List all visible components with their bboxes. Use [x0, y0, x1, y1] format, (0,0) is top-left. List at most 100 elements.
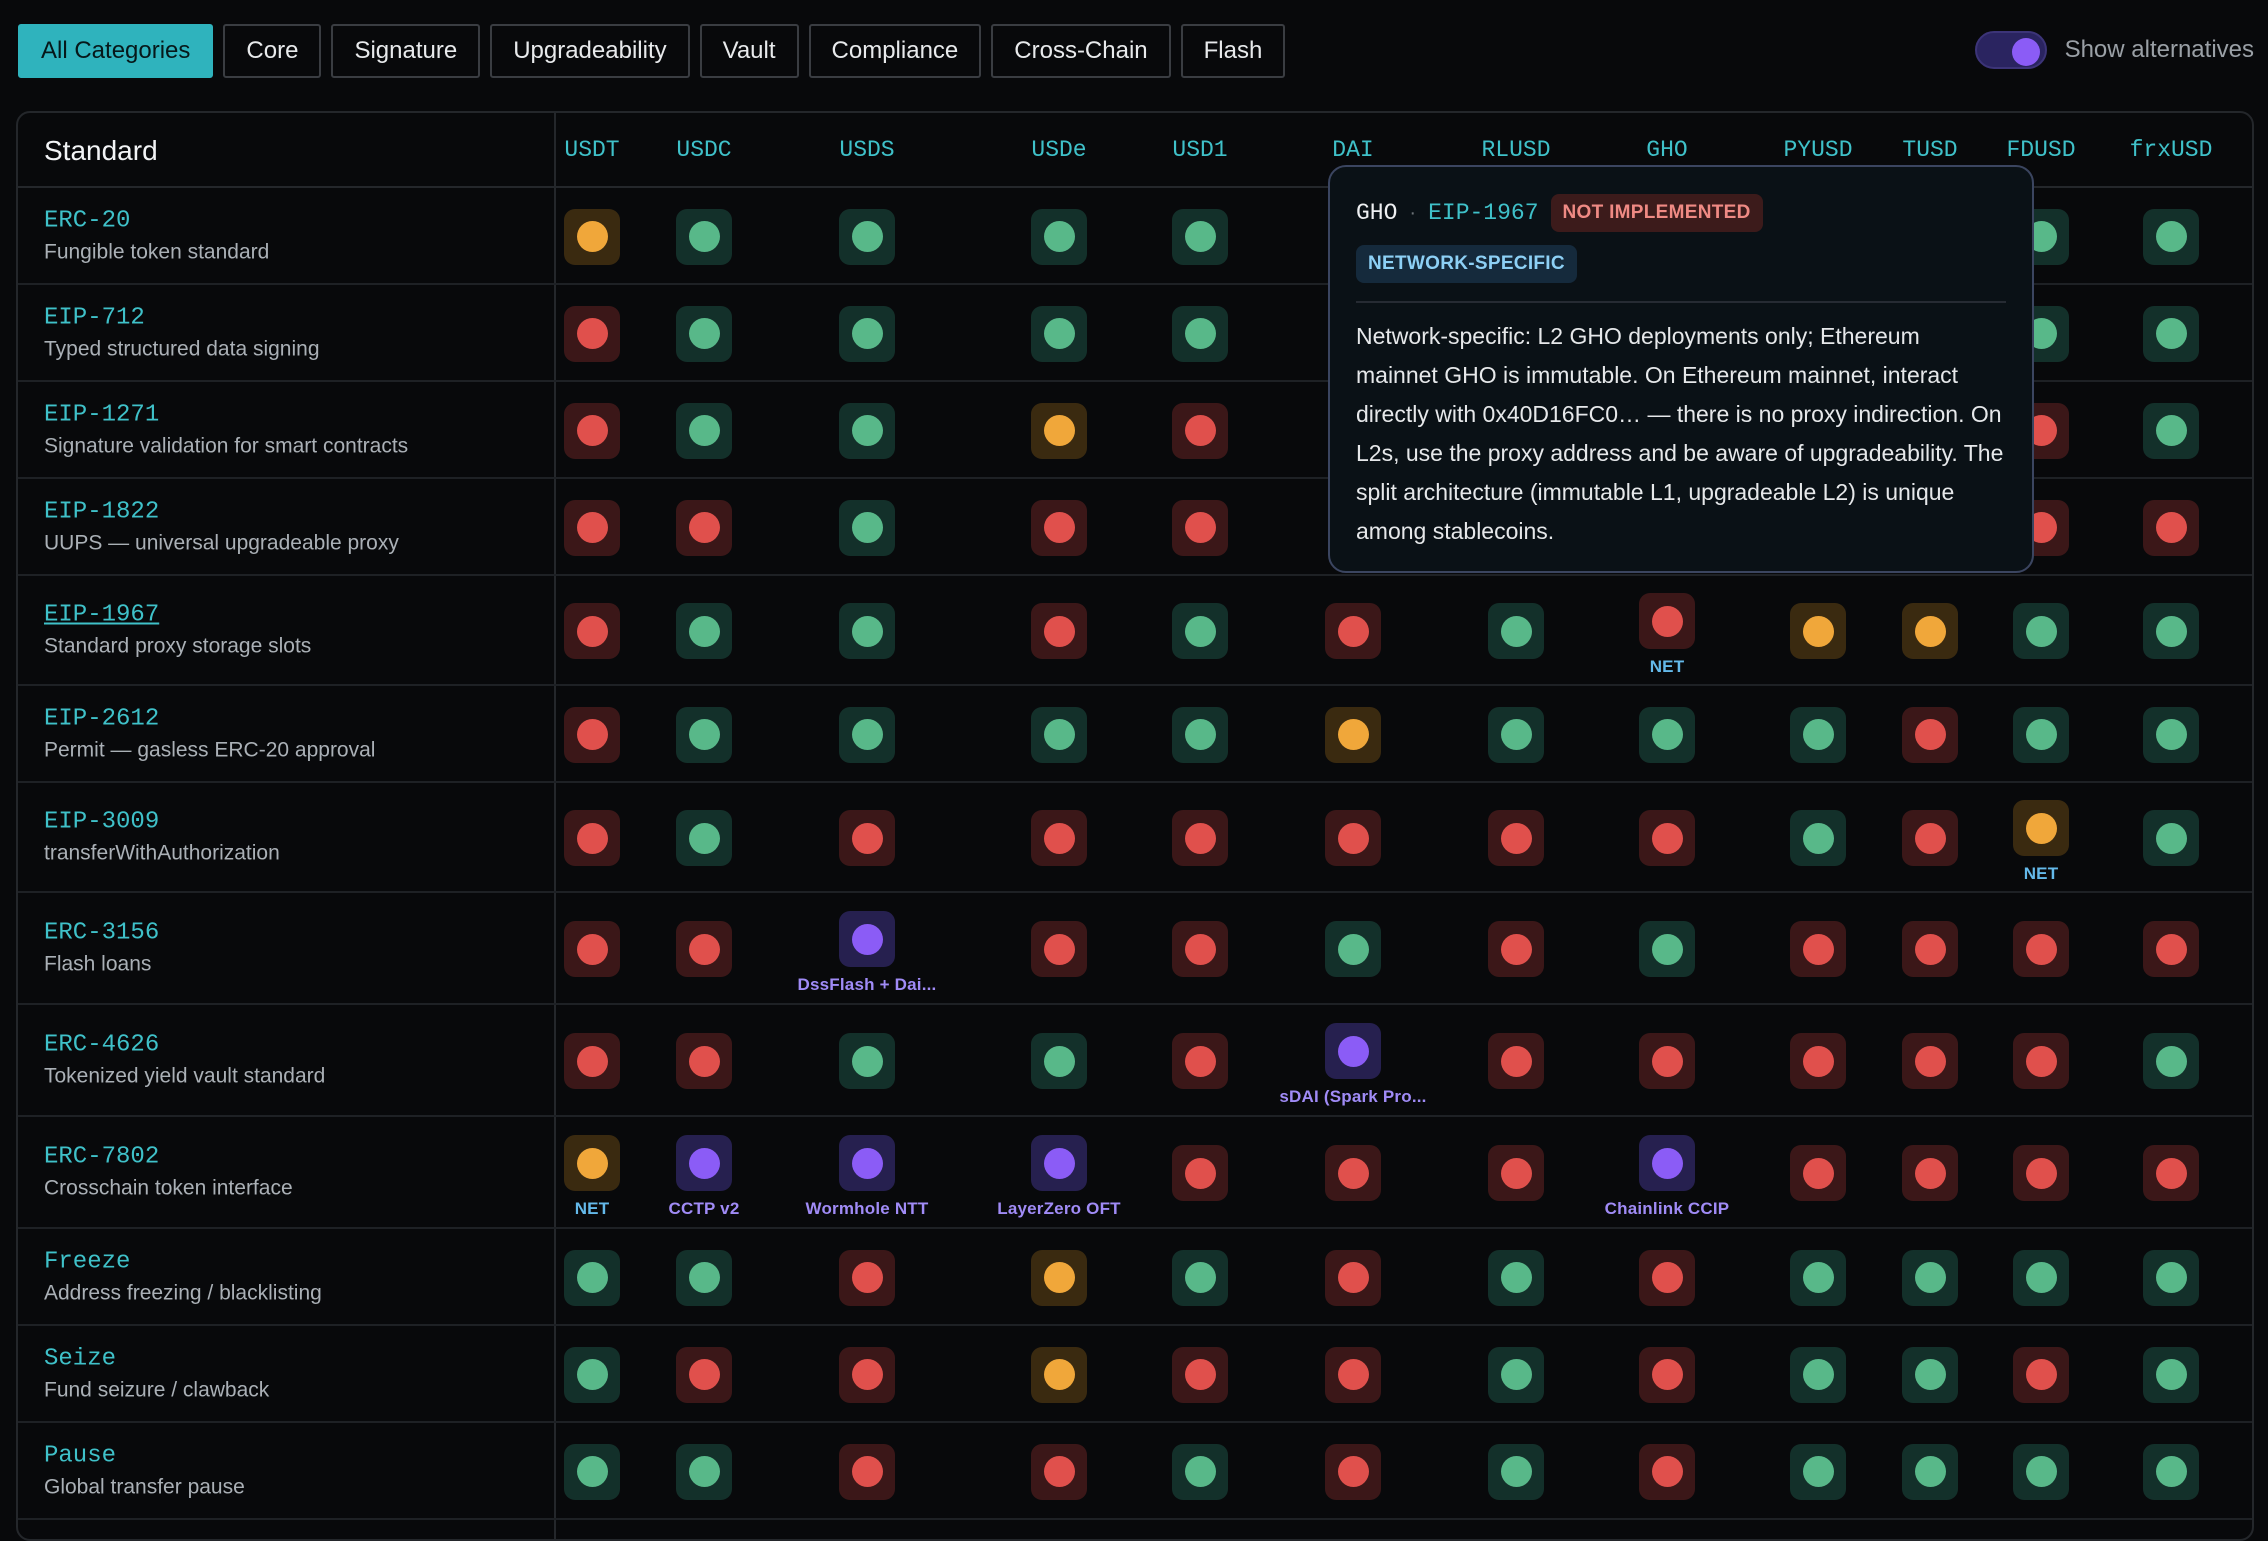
status-cell-usde[interactable]: [1031, 921, 1087, 977]
status-cell-dai[interactable]: [1325, 810, 1381, 866]
status-cell-usdc[interactable]: [676, 1346, 732, 1403]
column-header-pyusd[interactable]: PYUSD: [1783, 137, 1853, 163]
status-cell-dai[interactable]: [1325, 1443, 1381, 1500]
status-cell-tusd[interactable]: [1902, 921, 1958, 977]
status-cell-usds[interactable]: [839, 603, 895, 659]
status-cell-dai[interactable]: [1325, 921, 1381, 977]
column-header-usde[interactable]: USDe: [1031, 137, 1087, 163]
status-cell-rlusd[interactable]: [1488, 1145, 1544, 1201]
status-cell-usd1[interactable]: [1172, 1249, 1228, 1306]
status-cell-tusd[interactable]: [1902, 1145, 1958, 1201]
status-cell-tusd[interactable]: [1902, 1033, 1958, 1089]
status-cell-usde[interactable]: [1031, 1443, 1087, 1500]
status-cell-usd1[interactable]: [1172, 810, 1228, 866]
status-cell-gho[interactable]: [1639, 1346, 1695, 1403]
standard-name-link[interactable]: Pause: [44, 1442, 117, 1469]
status-cell-usds[interactable]: [839, 1249, 895, 1306]
column-header-usdc[interactable]: USDC: [676, 137, 732, 163]
filter-chip-compliance[interactable]: Compliance: [808, 24, 982, 78]
status-cell-usdt[interactable]: NET: [564, 1135, 620, 1218]
column-header-gho[interactable]: GHO: [1646, 137, 1688, 163]
status-cell-rlusd[interactable]: [1488, 810, 1544, 866]
status-cell-gho[interactable]: [1639, 706, 1695, 763]
standard-name-link[interactable]: ERC-4626: [44, 1031, 160, 1059]
status-cell-frxusd[interactable]: [2143, 402, 2199, 459]
status-cell-tusd[interactable]: [1902, 1443, 1958, 1500]
status-cell-usde[interactable]: LayerZero OFT: [997, 1135, 1121, 1218]
standard-name-link[interactable]: ERC-3156: [44, 919, 160, 947]
status-cell-usde[interactable]: [1031, 810, 1087, 866]
status-cell-frxusd[interactable]: [2143, 1443, 2199, 1500]
column-header-tusd[interactable]: TUSD: [1902, 137, 1958, 163]
status-cell-pyusd[interactable]: [1790, 603, 1846, 659]
filter-chip-upgradeability[interactable]: Upgradeability: [490, 24, 690, 78]
status-cell-usds[interactable]: Wormhole NTT: [806, 1135, 928, 1218]
status-cell-dai[interactable]: [1325, 1145, 1381, 1201]
status-cell-usdt[interactable]: [564, 402, 620, 459]
status-cell-usdc[interactable]: [676, 810, 732, 866]
column-header-frxusd[interactable]: frxUSD: [2129, 137, 2213, 163]
status-cell-usdt[interactable]: [564, 921, 620, 977]
status-cell-usds[interactable]: [839, 810, 895, 866]
status-cell-usdc[interactable]: [676, 402, 732, 459]
status-cell-usds[interactable]: [839, 706, 895, 763]
status-cell-usds[interactable]: [839, 499, 895, 556]
status-cell-tusd[interactable]: [1902, 1249, 1958, 1306]
status-cell-dai[interactable]: [1325, 1249, 1381, 1306]
status-cell-gho[interactable]: [1639, 1249, 1695, 1306]
status-cell-usdt[interactable]: [564, 1443, 620, 1500]
status-cell-usdc[interactable]: [676, 706, 732, 763]
status-cell-tusd[interactable]: [1902, 603, 1958, 659]
status-cell-tusd[interactable]: [1902, 706, 1958, 763]
status-cell-usdt[interactable]: [564, 706, 620, 763]
status-cell-usde[interactable]: [1031, 603, 1087, 659]
status-cell-pyusd[interactable]: [1790, 1033, 1846, 1089]
status-cell-pyusd[interactable]: [1790, 1145, 1846, 1201]
status-cell-usd1[interactable]: [1172, 603, 1228, 659]
status-cell-gho[interactable]: [1639, 921, 1695, 977]
status-cell-fdusd[interactable]: [2013, 1443, 2069, 1500]
status-cell-usdt[interactable]: [564, 1249, 620, 1306]
status-cell-pyusd[interactable]: [1790, 1443, 1846, 1500]
status-cell-usd1[interactable]: [1172, 402, 1228, 459]
status-cell-rlusd[interactable]: [1488, 1249, 1544, 1306]
status-cell-frxusd[interactable]: [2143, 810, 2199, 866]
status-cell-usdc[interactable]: [676, 208, 732, 265]
status-cell-frxusd[interactable]: [2143, 1249, 2199, 1306]
column-header-rlusd[interactable]: RLUSD: [1481, 137, 1551, 163]
status-cell-usdt[interactable]: [564, 603, 620, 659]
status-cell-usdt[interactable]: [564, 1346, 620, 1403]
status-cell-usd1[interactable]: [1172, 1443, 1228, 1500]
column-header-fdusd[interactable]: FDUSD: [2006, 137, 2076, 163]
status-cell-usds[interactable]: DssFlash + Dai...: [798, 911, 936, 994]
status-cell-usdc[interactable]: [676, 1033, 732, 1089]
status-cell-usde[interactable]: [1031, 499, 1087, 556]
standard-name-link[interactable]: EIP-1967: [44, 601, 160, 629]
status-cell-usd1[interactable]: [1172, 1346, 1228, 1403]
status-cell-usde[interactable]: [1031, 305, 1087, 362]
status-cell-fdusd[interactable]: [2013, 1145, 2069, 1201]
show-alternatives-toggle[interactable]: [1974, 31, 2047, 69]
status-cell-frxusd[interactable]: [2143, 499, 2199, 556]
status-cell-pyusd[interactable]: [1790, 810, 1846, 866]
status-cell-usd1[interactable]: [1172, 921, 1228, 977]
status-cell-usds[interactable]: [839, 402, 895, 459]
status-cell-fdusd[interactable]: NET: [2013, 800, 2069, 883]
status-cell-dai[interactable]: sDAI (Spark Pro...: [1279, 1023, 1426, 1106]
status-cell-dai[interactable]: [1325, 1346, 1381, 1403]
status-cell-gho[interactable]: NET: [1639, 593, 1695, 676]
status-cell-gho[interactable]: [1639, 1033, 1695, 1089]
status-cell-fdusd[interactable]: [2013, 1249, 2069, 1306]
status-cell-usdc[interactable]: [676, 499, 732, 556]
status-cell-usdt[interactable]: [564, 810, 620, 866]
status-cell-fdusd[interactable]: [2013, 706, 2069, 763]
status-cell-usde[interactable]: [1031, 1033, 1087, 1089]
status-cell-rlusd[interactable]: [1488, 706, 1544, 763]
status-cell-usde[interactable]: [1031, 706, 1087, 763]
status-cell-usdt[interactable]: [564, 208, 620, 265]
status-cell-pyusd[interactable]: [1790, 1346, 1846, 1403]
status-cell-usds[interactable]: [839, 305, 895, 362]
status-cell-gho[interactable]: Chainlink CCIP: [1605, 1135, 1729, 1218]
status-cell-frxusd[interactable]: [2143, 1033, 2199, 1089]
column-header-usds[interactable]: USDS: [839, 137, 895, 163]
